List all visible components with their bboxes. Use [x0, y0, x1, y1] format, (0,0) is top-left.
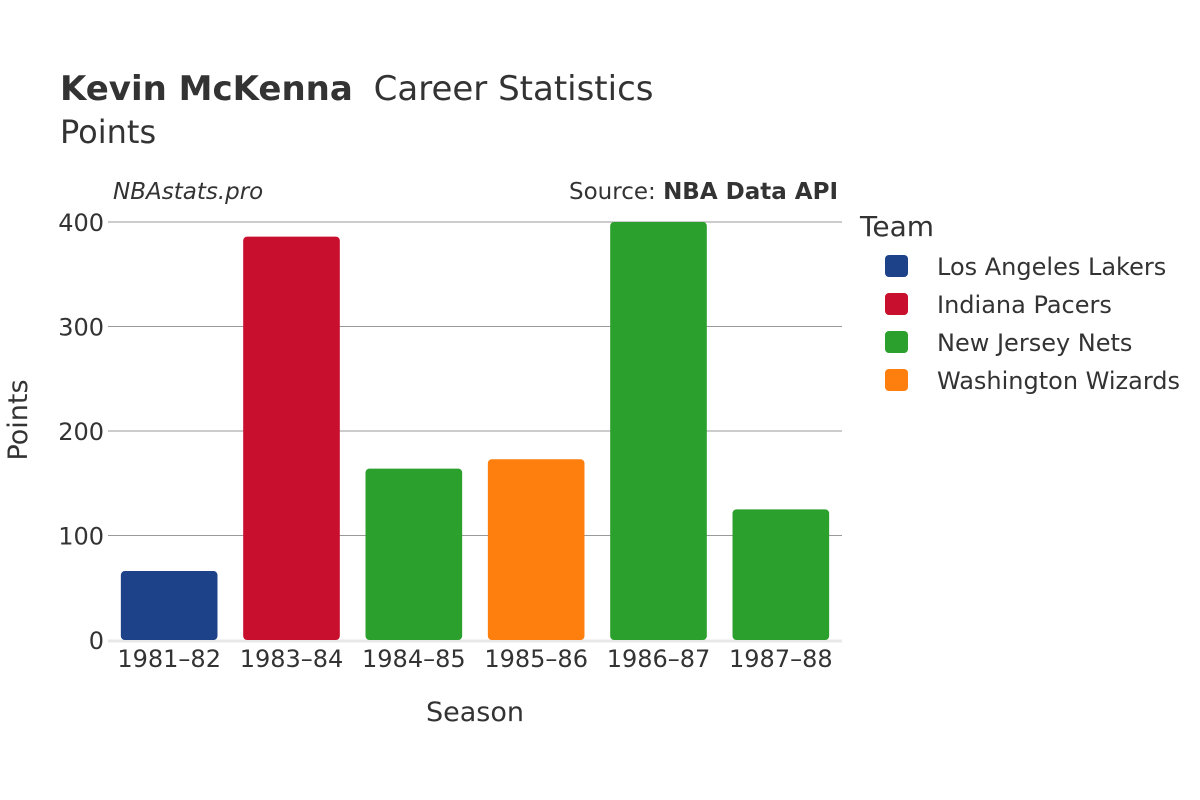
legend-label: Indiana Pacers [937, 291, 1112, 319]
x-tick-label: 1984–85 [362, 645, 466, 673]
legend-item[interactable]: Los Angeles Lakers [885, 253, 1166, 281]
legend-swatch [885, 293, 908, 315]
chart-subtitle: Points [60, 113, 156, 151]
y-tick-label: 300 [58, 314, 104, 342]
legend-swatch [885, 331, 908, 353]
legend: Los Angeles Lakers Indiana Pacers New Jers… [885, 253, 1180, 395]
bar[interactable] [487, 459, 585, 640]
legend-item[interactable]: Indiana Pacers [885, 291, 1112, 319]
chart-title: Kevin McKenna Career Statistics [60, 69, 654, 109]
y-tick-label: 0 [89, 627, 104, 655]
source-label: Source: [569, 179, 663, 205]
grid-lines [108, 221, 842, 643]
x-tick-label: 1986–87 [607, 645, 711, 673]
legend-title: Team [859, 210, 934, 243]
y-axis-label: Points [3, 379, 34, 460]
bars [120, 222, 830, 640]
bar[interactable] [732, 509, 830, 640]
watermark: NBAstats.pro [113, 179, 263, 205]
x-tick-label: 1981–82 [117, 645, 221, 673]
legend-label: Los Angeles Lakers [937, 253, 1166, 281]
player-name: Kevin McKenna [60, 69, 353, 109]
legend-label: Washington Wizards [937, 367, 1180, 395]
x-tick-labels: 1981–82 1983–84 1984–85 1985–86 1986–87 1987–… [117, 645, 832, 673]
bar[interactable] [120, 571, 218, 640]
title-suffix: Career Statistics [374, 69, 654, 109]
source-name: NBA Data API [663, 179, 838, 205]
legend-item[interactable]: Washington Wizards [885, 367, 1180, 395]
y-tick-label: 200 [58, 418, 104, 446]
legend-label: New Jersey Nets [937, 329, 1132, 357]
legend-swatch [885, 369, 908, 391]
legend-item[interactable]: New Jersey Nets [885, 329, 1132, 357]
y-tick-label: 400 [58, 209, 104, 237]
y-tick-label: 100 [58, 523, 104, 551]
bar[interactable] [243, 236, 340, 640]
bar[interactable] [365, 468, 463, 640]
x-tick-label: 1985–86 [484, 645, 588, 673]
x-tick-label: 1983–84 [240, 645, 344, 673]
x-axis-label: Season [426, 697, 524, 728]
y-tick-labels: 0 100 200 300 400 [58, 209, 104, 655]
x-tick-label: 1987–88 [729, 645, 833, 673]
source-credit: Source: NBA Data API [569, 179, 838, 205]
legend-swatch [885, 255, 908, 277]
bar[interactable] [610, 222, 707, 640]
